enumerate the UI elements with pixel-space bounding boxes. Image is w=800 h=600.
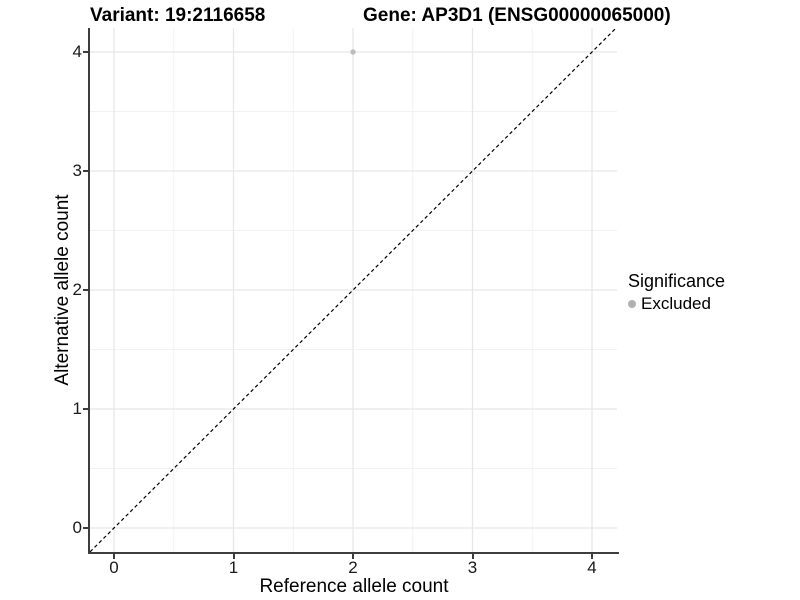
- y-tick-label: 0: [72, 518, 82, 537]
- plot-title-variant: Variant: 19:2116658: [90, 5, 266, 26]
- identity-dashed-line: [90, 28, 617, 552]
- y-tick-mark: [83, 408, 88, 410]
- x-tick-mark: [113, 554, 115, 559]
- x-axis-title: Reference allele count: [259, 576, 449, 597]
- legend-title: Significance: [628, 271, 726, 291]
- y-tick-label: 3: [72, 161, 82, 180]
- plot-canvas: [90, 28, 617, 552]
- plot-panel: [90, 28, 617, 552]
- y-tick-label: 4: [72, 42, 82, 61]
- x-tick-mark: [471, 554, 474, 559]
- x-axis-line: [88, 552, 619, 554]
- y-axis-line: [88, 28, 90, 554]
- x-tick-mark: [352, 554, 354, 559]
- legend-item-label: Excluded: [641, 294, 711, 313]
- x-tick-label: 0: [109, 558, 119, 577]
- x-tick-mark: [232, 554, 235, 559]
- data-point: [350, 49, 356, 55]
- circle-icon: [628, 300, 636, 308]
- x-tick-label: 4: [587, 558, 597, 577]
- y-tick-mark: [83, 170, 88, 172]
- y-tick-mark: [83, 289, 88, 291]
- y-axis-title: Alternative allele count: [52, 194, 73, 386]
- y-tick-label: 2: [72, 280, 82, 299]
- x-tick-label: 1: [228, 558, 239, 577]
- x-tick-label: 3: [467, 558, 478, 577]
- y-tick-mark: [83, 527, 88, 529]
- x-tick-mark: [591, 554, 593, 559]
- y-tick-mark: [83, 51, 88, 53]
- y-tick-label: 1: [72, 399, 82, 418]
- legend-item-excluded: Excluded: [628, 294, 725, 314]
- legend: Significance Excluded: [628, 271, 725, 314]
- x-tick-label: 2: [348, 558, 358, 577]
- plot-title-gene: Gene: AP3D1 (ENSG00000065000): [363, 5, 671, 26]
